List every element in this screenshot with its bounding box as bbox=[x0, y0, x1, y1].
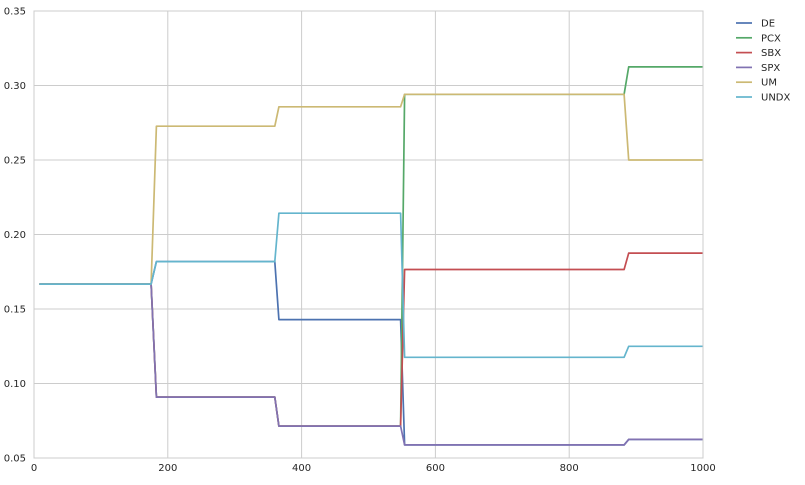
legend-label-pcx: PCX bbox=[761, 33, 781, 44]
series-line-spx bbox=[39, 283, 703, 446]
y-tick-label: 0.20 bbox=[4, 230, 26, 241]
y-tick-label: 0.25 bbox=[4, 156, 26, 167]
y-tick-label: 0.35 bbox=[4, 7, 26, 18]
series-line-sbx bbox=[39, 252, 703, 427]
x-tick-label: 600 bbox=[426, 463, 445, 474]
series-line-de bbox=[39, 260, 703, 446]
legend-label-de: DE bbox=[761, 19, 775, 30]
legend-label-spx: SPX bbox=[761, 63, 780, 74]
series-line-pcx bbox=[39, 66, 703, 427]
legend-label-um: UM bbox=[761, 78, 777, 89]
x-tick-label: 0 bbox=[31, 463, 37, 474]
tick-layer: 0 200 400 600 800 1000 0.05 0.10 0.15 0.20 0.25 0.3… bbox=[4, 7, 716, 475]
x-tick-label: 200 bbox=[158, 463, 177, 474]
x-tick-label: 1000 bbox=[690, 463, 715, 474]
y-tick-label: 0.15 bbox=[4, 305, 26, 316]
series-line-um bbox=[39, 93, 703, 285]
plot-frame bbox=[33, 10, 704, 459]
y-tick-label: 0.30 bbox=[4, 81, 26, 92]
legend-label-sbx: SBX bbox=[761, 48, 781, 59]
y-tick-label: 0.10 bbox=[4, 379, 26, 390]
legend-label-undx: UNDX bbox=[761, 93, 791, 104]
grid-layer bbox=[33, 10, 704, 459]
series-line-undx bbox=[39, 212, 703, 359]
x-tick-label: 400 bbox=[292, 463, 311, 474]
legend: DE PCX SBX SPX UM UNDX bbox=[736, 19, 791, 104]
x-tick-label: 800 bbox=[560, 463, 579, 474]
y-tick-label: 0.05 bbox=[4, 454, 26, 465]
series-layer bbox=[39, 66, 703, 446]
